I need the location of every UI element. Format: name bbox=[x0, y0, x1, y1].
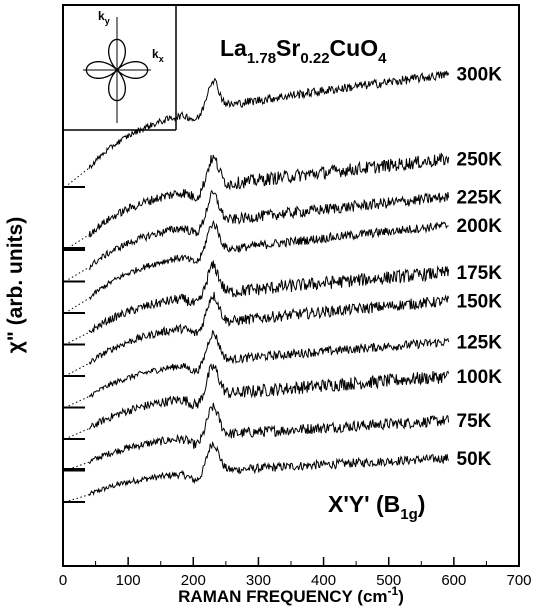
inset-dwave-diagram: ky kx bbox=[63, 5, 177, 131]
series-label-150K: 150K bbox=[457, 291, 503, 312]
trace-125K bbox=[88, 329, 450, 398]
x-axis-ticks: 0 100 200 300 400 500 600 700 bbox=[59, 557, 532, 589]
x-tick-label: 200 bbox=[181, 572, 206, 589]
trace-75K bbox=[88, 402, 450, 465]
annotation-close: ) bbox=[418, 491, 426, 517]
x-tick-label: 300 bbox=[246, 572, 271, 589]
trace-150K bbox=[88, 291, 450, 366]
trace-extrapolation bbox=[64, 331, 90, 345]
series-label-125K: 125K bbox=[457, 332, 503, 353]
x-axis-label: RAMAN FREQUENCY (cm-1) bbox=[178, 584, 404, 606]
series-label-225K: 225K bbox=[457, 187, 503, 208]
trace-extrapolation bbox=[64, 396, 90, 408]
y-axis-label: χ" (arb. units) bbox=[4, 217, 27, 353]
x-tick-label: 400 bbox=[311, 572, 336, 589]
series-label-300K: 300K bbox=[457, 65, 503, 86]
dwave-lobes bbox=[85, 38, 149, 102]
trace-175K bbox=[88, 260, 450, 334]
series-label-75K: 75K bbox=[457, 411, 492, 432]
x-tick-label: 700 bbox=[506, 572, 531, 589]
inset-kx-sub: x bbox=[159, 54, 164, 64]
trace-200K bbox=[89, 219, 449, 301]
x-tick-label: 0 bbox=[59, 572, 67, 589]
inset-ky-sub: y bbox=[105, 16, 110, 26]
xlabel-close: ) bbox=[398, 587, 404, 606]
trace-50K bbox=[88, 440, 450, 497]
inset-ky-label: k bbox=[98, 9, 105, 23]
trace-extrapolation bbox=[64, 461, 90, 471]
series-label-100K: 100K bbox=[457, 367, 503, 388]
svg-text:ky: ky bbox=[98, 9, 110, 26]
title-la: La bbox=[220, 35, 247, 61]
series-label-250K: 250K bbox=[457, 150, 503, 171]
trace-100K bbox=[89, 363, 450, 430]
title-sub2: 0.22 bbox=[300, 50, 329, 67]
trace-250K bbox=[88, 152, 450, 238]
y-offset-ticks bbox=[63, 186, 85, 503]
series-label-200K: 200K bbox=[457, 216, 503, 237]
x-tick-label: 600 bbox=[441, 572, 466, 589]
trace-225K bbox=[88, 189, 450, 271]
spectra-traces bbox=[64, 70, 450, 503]
series-label-175K: 175K bbox=[457, 263, 503, 284]
svg-text:kx: kx bbox=[152, 47, 164, 64]
x-tick-label: 100 bbox=[116, 572, 141, 589]
xlabel-sup: -1 bbox=[388, 584, 399, 598]
trace-extrapolation bbox=[64, 362, 90, 377]
series-label-50K: 50K bbox=[457, 449, 492, 470]
trace-extrapolation bbox=[64, 266, 90, 282]
trace-extrapolation bbox=[64, 167, 90, 188]
inset-kx-label: k bbox=[152, 47, 159, 61]
annotation-sub: 1g bbox=[400, 506, 418, 523]
trace-extrapolation bbox=[64, 494, 90, 503]
trace-extrapolation bbox=[64, 234, 90, 251]
title-sub3: 4 bbox=[378, 50, 387, 67]
series-labels: 50K 75K 100K 125K 150K 175K 200K 225K 250K 300K bbox=[457, 65, 503, 470]
trace-300K bbox=[88, 70, 450, 170]
chart-title: La1.78Sr0.22CuO4 bbox=[220, 35, 387, 67]
title-sr: Sr bbox=[276, 35, 300, 61]
trace-extrapolation bbox=[64, 428, 90, 440]
x-tick-label: 500 bbox=[376, 572, 401, 589]
trace-extrapolation bbox=[64, 297, 90, 314]
xlabel-main: RAMAN FREQUENCY (cm bbox=[178, 587, 387, 606]
annotation-main: X'Y' (B bbox=[328, 491, 400, 517]
symmetry-annotation: X'Y' (B1g) bbox=[328, 491, 425, 523]
title-sub1: 1.78 bbox=[247, 50, 276, 67]
title-cuo: CuO bbox=[330, 35, 379, 61]
